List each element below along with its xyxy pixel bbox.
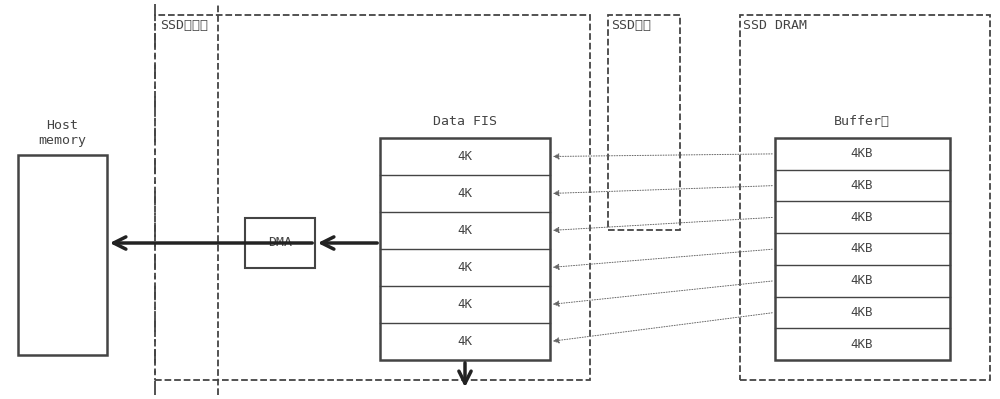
Bar bbox=[740, 15, 990, 380]
Text: SSD控制器: SSD控制器 bbox=[160, 19, 208, 32]
Text: 4KB: 4KB bbox=[851, 147, 873, 160]
Bar bbox=[18, 155, 107, 355]
Text: 4K: 4K bbox=[458, 150, 473, 163]
Text: 4KB: 4KB bbox=[851, 306, 873, 319]
Text: 4KB: 4KB bbox=[851, 274, 873, 287]
Text: SSD DRAM: SSD DRAM bbox=[743, 19, 807, 32]
Text: 4KB: 4KB bbox=[851, 211, 873, 224]
Text: Data FIS: Data FIS bbox=[433, 115, 497, 128]
Text: DMA: DMA bbox=[268, 237, 292, 249]
Text: 4KB: 4KB bbox=[851, 243, 873, 255]
Text: 4K: 4K bbox=[458, 298, 473, 311]
Text: 4K: 4K bbox=[458, 224, 473, 237]
Bar bbox=[608, 15, 680, 230]
Bar bbox=[380, 138, 550, 360]
Text: 4KB: 4KB bbox=[851, 179, 873, 192]
Bar bbox=[155, 15, 590, 380]
Bar bbox=[245, 218, 315, 268]
Text: 4KB: 4KB bbox=[851, 338, 873, 351]
Text: 4K: 4K bbox=[458, 335, 473, 348]
Text: 4K: 4K bbox=[458, 187, 473, 200]
Bar bbox=[775, 138, 950, 360]
Text: SSD固件: SSD固件 bbox=[611, 19, 651, 32]
Text: 4K: 4K bbox=[458, 261, 473, 274]
Text: Buffer块: Buffer块 bbox=[834, 115, 890, 128]
Text: Host
memory: Host memory bbox=[38, 119, 86, 147]
